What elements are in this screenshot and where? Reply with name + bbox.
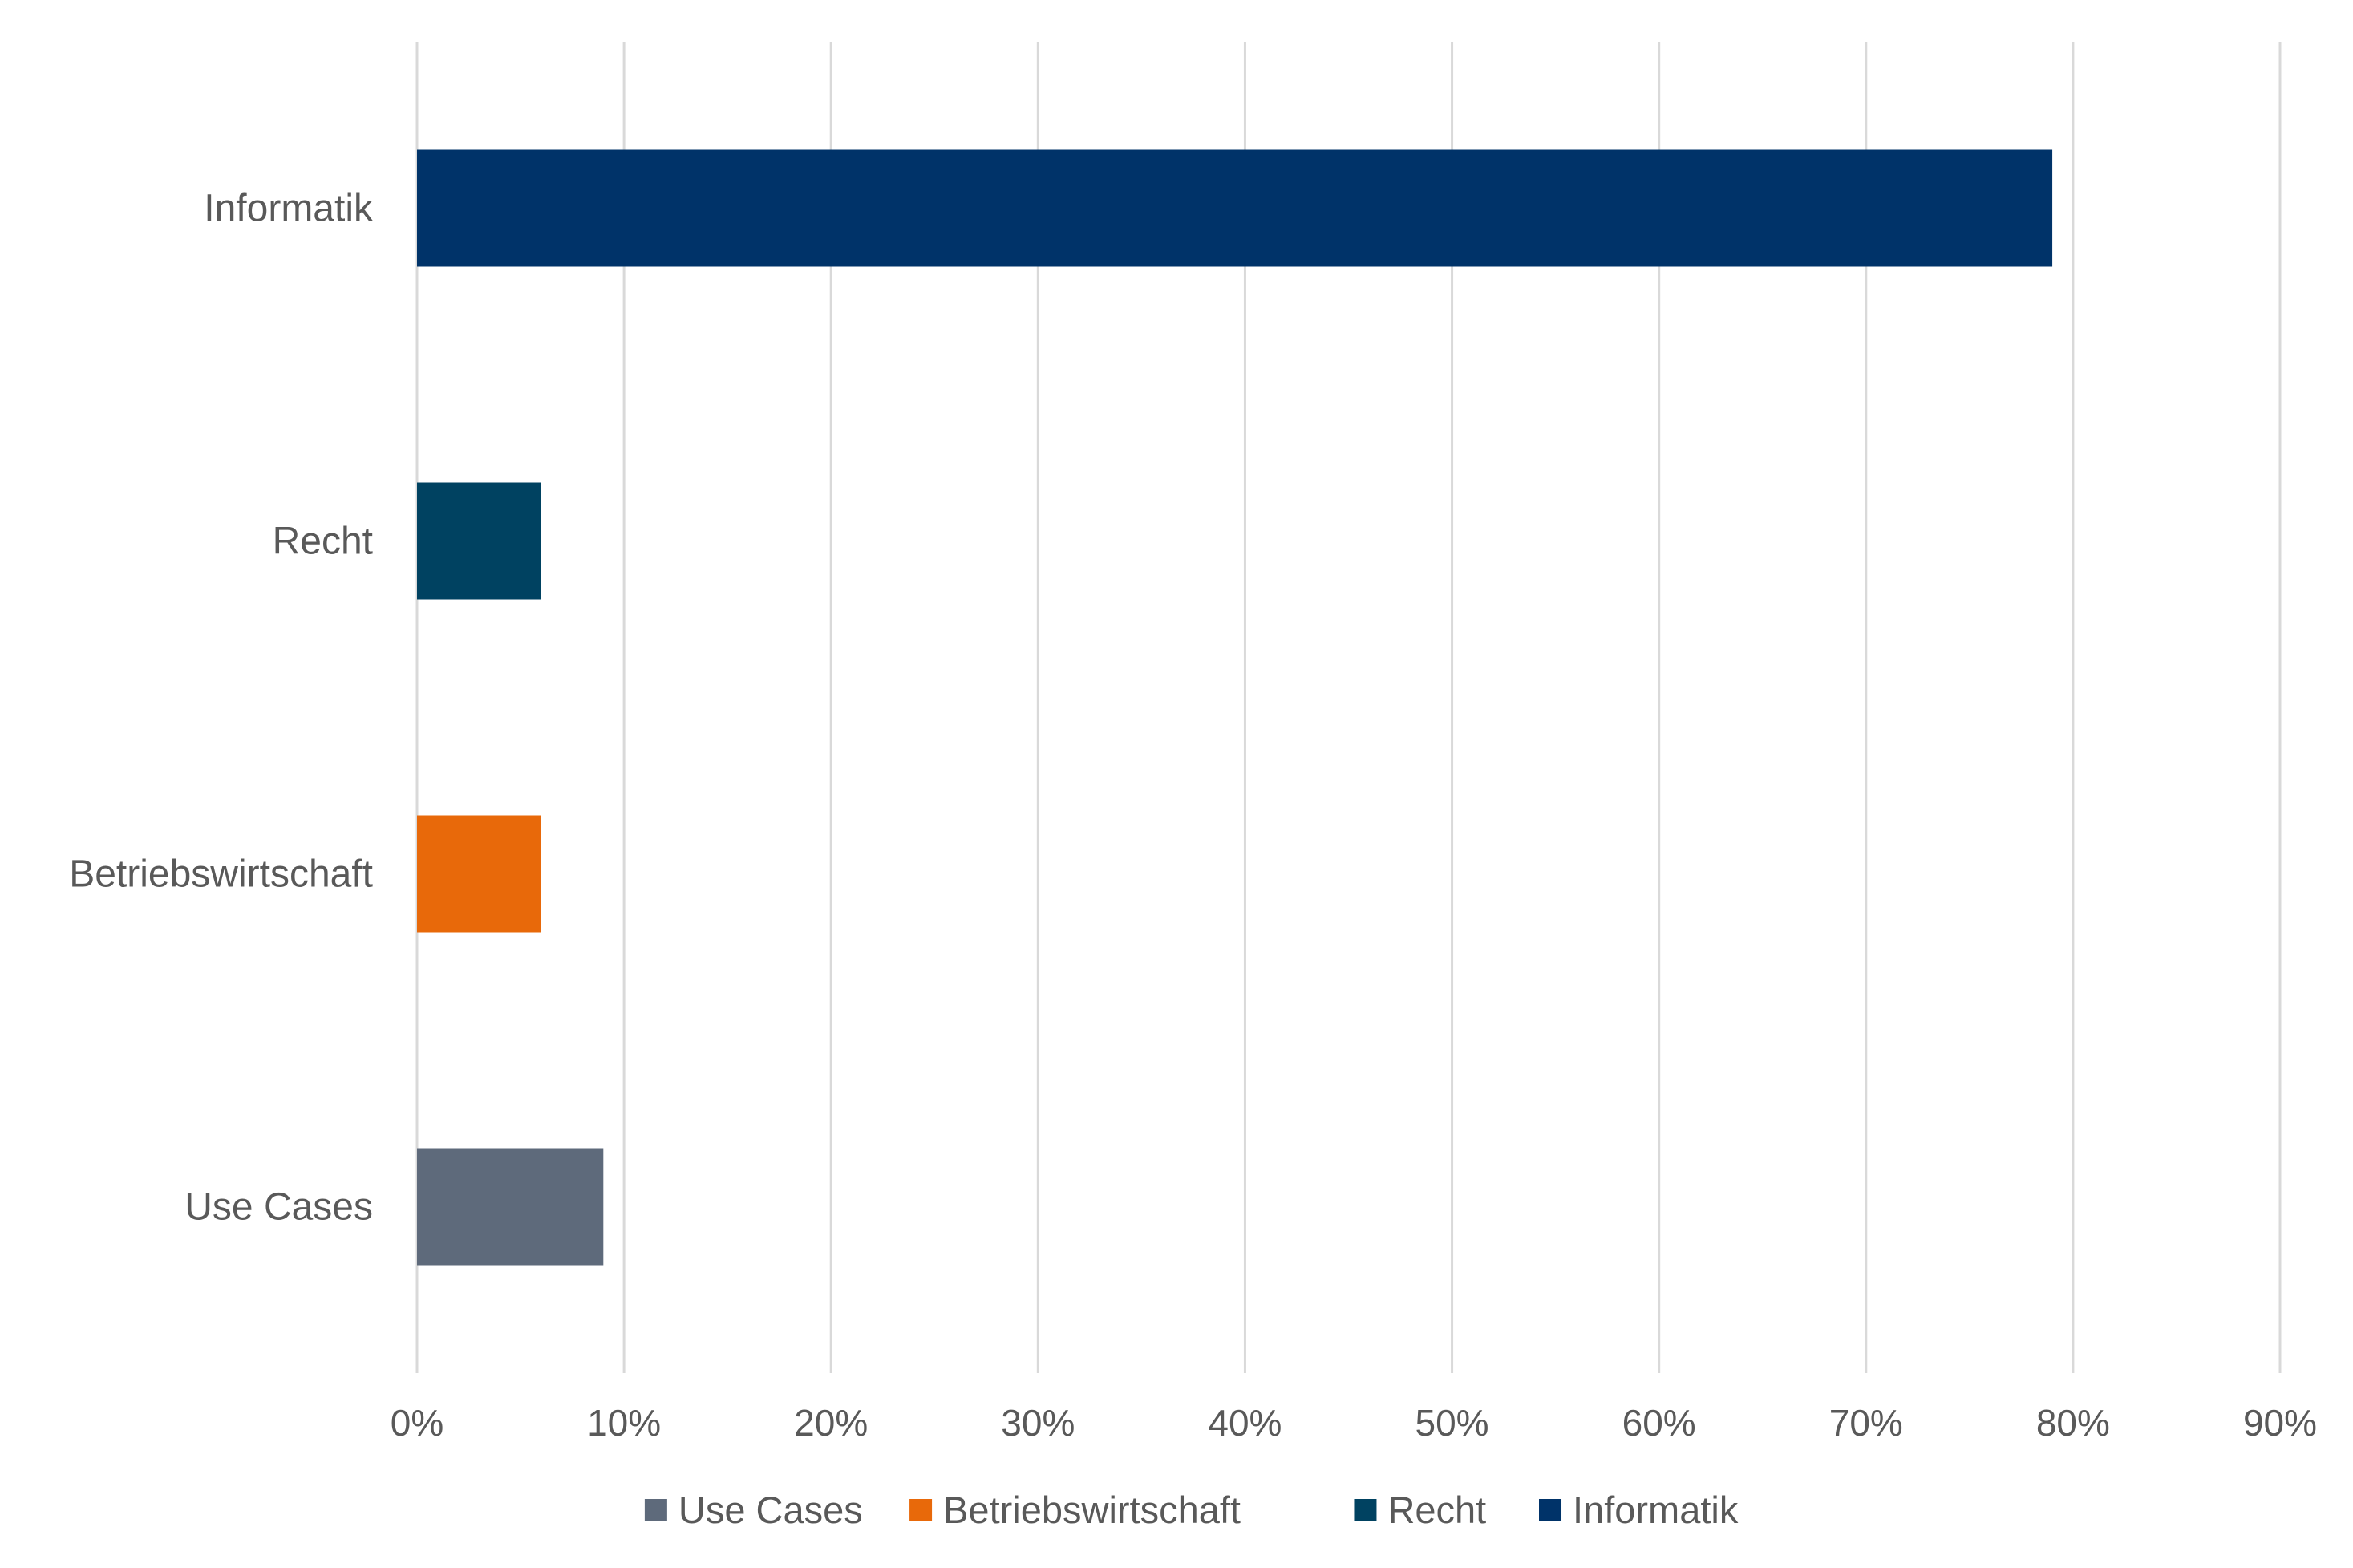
legend-swatch xyxy=(1354,1499,1377,1521)
bar-use-cases xyxy=(417,1148,604,1266)
legend-swatch xyxy=(1539,1499,1562,1521)
x-tick-label: 80% xyxy=(2036,1402,2110,1444)
x-tick-label: 60% xyxy=(1622,1402,1696,1444)
x-axis-tick-labels: 0% 10% 20% 30% 40% 50% 60% 70% 80% 90% xyxy=(391,1402,2317,1444)
x-tick-label: 10% xyxy=(587,1402,661,1444)
category-labels: Use Cases Betriebswirtschaft Recht Informat… xyxy=(69,188,374,1229)
category-label: Recht xyxy=(273,521,373,563)
category-label: Use Cases xyxy=(184,1186,373,1229)
bars xyxy=(417,149,2053,1266)
legend-label: Informatik xyxy=(1573,1489,1739,1531)
legend: Use Cases Betriebswirtschaft Recht Informat… xyxy=(644,1489,1739,1531)
category-label: Betriebswirtschaft xyxy=(69,853,373,896)
x-tick-label: 30% xyxy=(1001,1402,1075,1444)
legend-swatch xyxy=(644,1499,667,1521)
bar-recht xyxy=(417,482,541,600)
legend-label: Recht xyxy=(1387,1489,1486,1531)
legend-label: Betriebswirtschaft xyxy=(943,1489,1241,1531)
category-label: Informatik xyxy=(204,188,374,230)
x-tick-label: 70% xyxy=(1829,1402,1903,1444)
bar-informatik xyxy=(417,149,2053,267)
x-tick-label: 0% xyxy=(391,1402,443,1444)
legend-label: Use Cases xyxy=(678,1489,863,1531)
x-tick-label: 20% xyxy=(794,1402,868,1444)
bar-betriebswirtschaft xyxy=(417,815,541,933)
x-tick-label: 40% xyxy=(1208,1402,1282,1444)
legend-swatch xyxy=(909,1499,933,1521)
x-tick-label: 90% xyxy=(2243,1402,2317,1444)
x-tick-label: 50% xyxy=(1415,1402,1489,1444)
